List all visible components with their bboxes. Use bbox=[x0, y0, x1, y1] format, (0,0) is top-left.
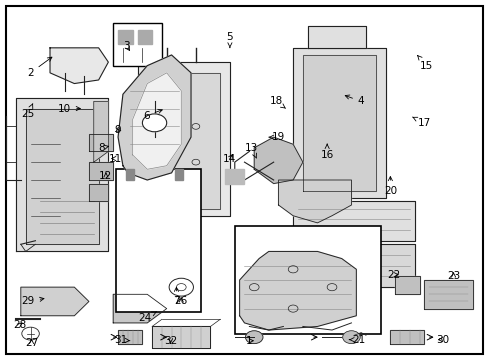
Text: 2: 2 bbox=[27, 57, 52, 78]
Polygon shape bbox=[292, 244, 414, 287]
Text: 12: 12 bbox=[99, 171, 112, 181]
Text: 29: 29 bbox=[21, 296, 44, 306]
Text: 25: 25 bbox=[21, 104, 35, 119]
Polygon shape bbox=[292, 202, 414, 241]
Text: 17: 17 bbox=[412, 117, 430, 128]
Polygon shape bbox=[50, 48, 108, 84]
Polygon shape bbox=[224, 169, 244, 184]
Text: 22: 22 bbox=[387, 270, 400, 280]
Polygon shape bbox=[118, 30, 132, 44]
Polygon shape bbox=[21, 287, 89, 316]
Text: 28: 28 bbox=[13, 320, 26, 330]
Bar bbox=[116, 169, 201, 312]
Text: 6: 6 bbox=[142, 109, 162, 121]
Bar bbox=[113, 23, 162, 66]
Polygon shape bbox=[118, 55, 191, 180]
Polygon shape bbox=[118, 330, 142, 344]
Polygon shape bbox=[89, 184, 108, 202]
Circle shape bbox=[22, 327, 39, 340]
Polygon shape bbox=[147, 73, 220, 208]
Text: 5: 5 bbox=[226, 32, 233, 48]
Polygon shape bbox=[132, 73, 181, 169]
Text: 18: 18 bbox=[269, 96, 285, 108]
Text: 7: 7 bbox=[173, 287, 180, 306]
Text: 3: 3 bbox=[123, 41, 130, 51]
Text: 20: 20 bbox=[383, 176, 396, 196]
Circle shape bbox=[169, 278, 193, 296]
Polygon shape bbox=[175, 169, 183, 180]
Polygon shape bbox=[389, 330, 424, 344]
Text: 23: 23 bbox=[446, 271, 459, 282]
Polygon shape bbox=[26, 109, 99, 244]
Polygon shape bbox=[424, 280, 472, 309]
Text: 19: 19 bbox=[268, 132, 285, 142]
Text: 14: 14 bbox=[223, 154, 236, 163]
Text: 16: 16 bbox=[320, 144, 333, 160]
Text: 32: 32 bbox=[163, 336, 177, 346]
Polygon shape bbox=[307, 26, 366, 48]
Polygon shape bbox=[137, 62, 229, 216]
Text: 10: 10 bbox=[58, 104, 80, 113]
Text: 27: 27 bbox=[25, 338, 38, 348]
Text: 1: 1 bbox=[245, 336, 253, 346]
Polygon shape bbox=[94, 102, 108, 162]
Text: 4: 4 bbox=[345, 95, 364, 107]
Text: 9: 9 bbox=[115, 125, 121, 135]
Polygon shape bbox=[89, 162, 113, 180]
Circle shape bbox=[142, 114, 166, 132]
Text: 15: 15 bbox=[417, 55, 432, 71]
Polygon shape bbox=[126, 169, 134, 180]
Text: 13: 13 bbox=[244, 143, 258, 158]
Polygon shape bbox=[302, 55, 375, 191]
Bar bbox=[234, 226, 380, 334]
Text: 26: 26 bbox=[174, 296, 187, 306]
Text: 30: 30 bbox=[435, 335, 448, 345]
Text: 8: 8 bbox=[99, 143, 108, 153]
Text: 21: 21 bbox=[348, 335, 365, 345]
Polygon shape bbox=[292, 48, 385, 198]
Polygon shape bbox=[278, 180, 351, 223]
Text: 24: 24 bbox=[138, 312, 157, 323]
Text: 11: 11 bbox=[109, 154, 122, 163]
Polygon shape bbox=[16, 98, 108, 251]
Polygon shape bbox=[113, 294, 166, 323]
Text: 31: 31 bbox=[114, 335, 130, 345]
Circle shape bbox=[245, 331, 263, 343]
Polygon shape bbox=[254, 137, 302, 184]
Circle shape bbox=[342, 331, 360, 343]
Polygon shape bbox=[239, 251, 356, 330]
Polygon shape bbox=[137, 30, 152, 44]
Polygon shape bbox=[152, 327, 210, 348]
Polygon shape bbox=[89, 134, 113, 152]
Polygon shape bbox=[394, 276, 419, 294]
